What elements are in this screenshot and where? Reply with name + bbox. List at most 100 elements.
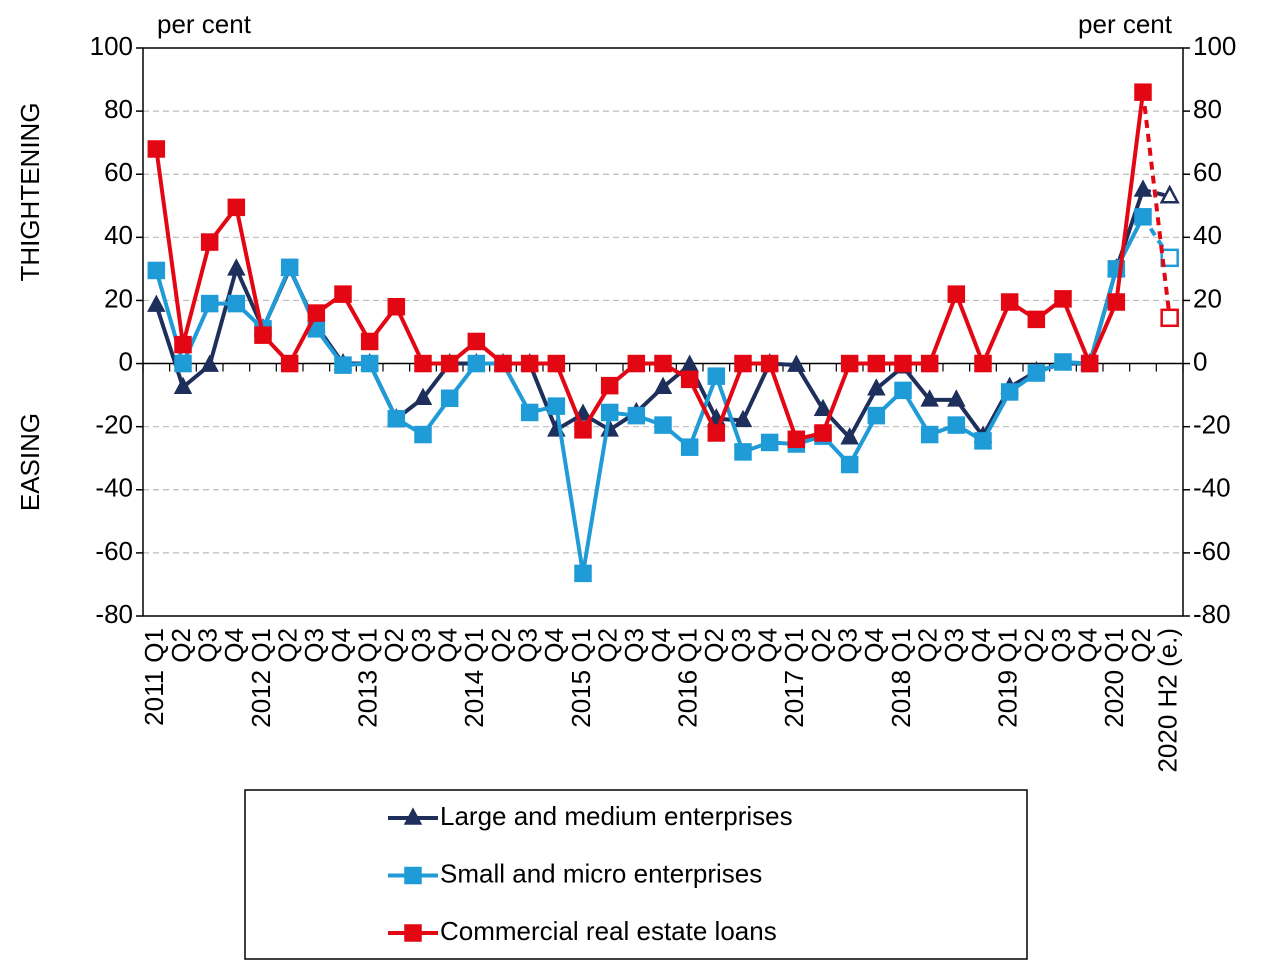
data-point [574, 421, 592, 439]
data-point [734, 443, 752, 461]
x-tick-label: Q2 [486, 628, 516, 663]
data-point [947, 285, 966, 303]
data-point [947, 389, 966, 407]
y-tick-label: 100 [90, 31, 133, 61]
x-tick-label: 2014 Q1 [459, 628, 489, 728]
data-point [894, 381, 912, 400]
plot-frame [142, 47, 1184, 617]
data-point [680, 438, 699, 456]
data-point [1159, 184, 1180, 204]
x-tick-label: Q2 [593, 628, 623, 663]
legend-label: Small and micro enterprises [440, 858, 762, 888]
data-point [467, 354, 486, 373]
unit-right: per cent [1078, 9, 1173, 39]
series-line [154, 215, 1145, 576]
x-tick-label: Q3 [939, 628, 969, 663]
x-tick-label: Q3 [1046, 628, 1076, 663]
legend-marker [404, 924, 422, 942]
unit-left: per cent [157, 9, 252, 39]
data-point [947, 416, 966, 434]
data-point [653, 376, 673, 394]
data-point [414, 425, 432, 444]
data-point [387, 410, 406, 428]
series-line [154, 189, 1145, 440]
x-tick-label: Q3 [619, 628, 649, 663]
x-tick-label: 2011 Q1 [139, 628, 169, 726]
data-point [840, 455, 859, 474]
x-tick-label: 2012 Q1 [246, 628, 276, 728]
data-point [173, 376, 193, 394]
x-tick-label: Q3 [833, 628, 863, 663]
x-tick-label: Q4 [646, 628, 676, 663]
data-point [334, 285, 352, 303]
legend-marker [403, 807, 423, 825]
data-point [307, 304, 326, 322]
y-tick-label: 80 [104, 94, 133, 124]
x-tick-label: 2019 Q1 [993, 628, 1023, 728]
x-tick-label: Q2 [1126, 628, 1156, 663]
data-point [867, 406, 886, 425]
data-point [707, 424, 726, 442]
x-tick-label: Q3 [406, 628, 436, 663]
x-tick-label: Q2 [166, 628, 196, 663]
x-tick-label: Q4 [326, 628, 356, 663]
x-tick-label: Q4 [859, 628, 889, 663]
y2-tick-label: 60 [1193, 157, 1222, 187]
data-point [600, 376, 619, 395]
data-point [174, 335, 192, 354]
data-point [1000, 293, 1019, 311]
data-point [1160, 248, 1179, 268]
series-line-estimate [1141, 91, 1172, 319]
data-point [1027, 364, 1046, 382]
x-tick-label: Q4 [539, 628, 569, 663]
data-point [494, 354, 512, 373]
data-point [627, 406, 646, 425]
data-point [147, 261, 166, 280]
data-point [787, 354, 806, 372]
data-point [733, 409, 753, 428]
legend-marker [404, 866, 422, 885]
y2-tick-label: -40 [1193, 473, 1231, 503]
series-line [154, 91, 1145, 442]
data-point [1134, 83, 1152, 101]
data-point [627, 354, 646, 373]
data-point [147, 294, 166, 312]
data-point [387, 298, 406, 316]
x-tick-label: 2015 Q1 [566, 628, 596, 728]
x-tick-label: Q4 [966, 628, 996, 663]
x-tick-label: Q4 [433, 628, 463, 663]
data-point [867, 378, 886, 396]
data-point [1054, 290, 1072, 308]
data-point [1080, 354, 1099, 373]
y-tick-label: -60 [95, 536, 133, 566]
data-point [413, 387, 433, 406]
data-point [440, 354, 459, 373]
x-tick-label: Q3 [513, 628, 543, 663]
y-tick-label: 60 [104, 157, 133, 187]
y2-tick-label: 40 [1193, 220, 1222, 250]
data-point [1027, 310, 1046, 329]
x-tick-label: Q4 [753, 628, 783, 663]
x-tick-label: 2017 Q1 [779, 628, 809, 728]
data-point [227, 294, 246, 313]
y-tick-label: -80 [95, 599, 133, 629]
data-point [200, 233, 219, 251]
data-point [840, 354, 859, 373]
data-point [1134, 208, 1152, 226]
data-point [867, 354, 886, 373]
legend-box [244, 789, 1028, 960]
data-point [680, 370, 699, 389]
data-point [547, 354, 566, 373]
data-point [813, 398, 833, 417]
x-tick-label: 2020 Q1 [1099, 628, 1129, 728]
data-point [147, 140, 166, 158]
x-tick-label: Q3 [193, 628, 223, 663]
data-point [707, 367, 726, 385]
y-label-top: THIGHTENING [15, 102, 45, 281]
y2-tick-label: -80 [1193, 599, 1231, 629]
x-tick-label: 2018 Q1 [886, 628, 916, 728]
x-tick-label: Q4 [1073, 628, 1103, 663]
data-point [254, 326, 272, 344]
data-point [654, 354, 672, 373]
data-point [1160, 308, 1179, 328]
